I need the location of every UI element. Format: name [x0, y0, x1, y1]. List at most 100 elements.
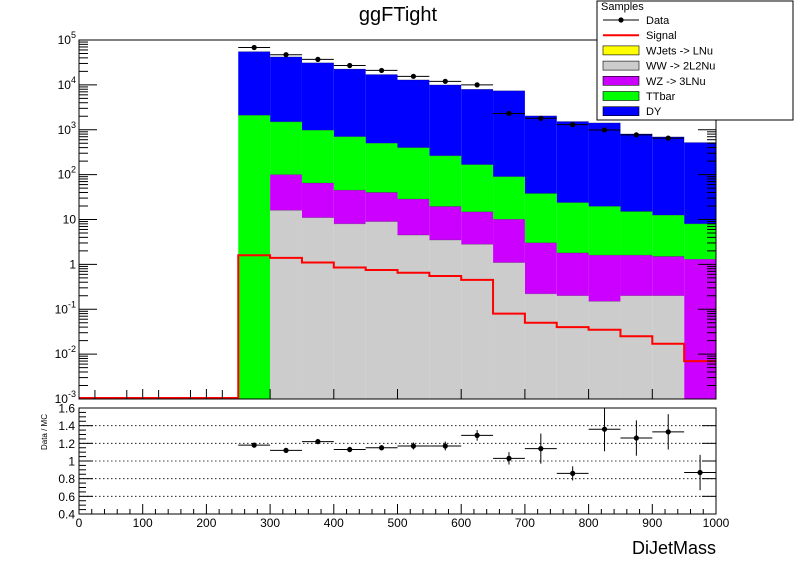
data-point-3 — [347, 62, 353, 69]
outline-wz-3lnu — [270, 174, 716, 260]
bar-wz-3lnu-2 — [301, 183, 334, 218]
y-tick-label-7: 104 — [58, 75, 76, 92]
bar-wz-3lnu-6 — [429, 206, 462, 240]
x-tick-label-3: 300 — [260, 516, 280, 530]
y-tick-label-4: 10 — [63, 213, 77, 227]
data-point-5 — [410, 73, 417, 79]
bar-ttbar-8 — [493, 176, 525, 220]
bar-ww-2l2nu-10 — [556, 295, 589, 399]
x-tick-label-4: 400 — [324, 516, 344, 530]
legend-title: Samples — [601, 1, 644, 13]
x-tick-label-6: 600 — [451, 516, 471, 530]
stack-histograms — [238, 51, 716, 400]
legend-marker-ttbar — [602, 91, 640, 101]
ratio-y-tick-label-3: 1 — [68, 455, 75, 469]
bar-ttbar-2 — [301, 130, 334, 184]
ratio-point-7 — [474, 432, 480, 438]
bar-ttbar-0 — [238, 115, 271, 400]
data-point-8 — [506, 110, 512, 117]
bar-dy-3 — [333, 69, 366, 137]
ratio-point-9 — [538, 446, 544, 452]
bar-wz-3lnu-9 — [524, 242, 557, 294]
ratio-y-tick-label-4: 1.2 — [58, 437, 75, 451]
x-tick-label-10: 1000 — [703, 516, 730, 530]
y-tick-label-2: 10-1 — [55, 299, 76, 316]
bar-ttbar-7 — [461, 164, 494, 212]
ratio-point-2 — [315, 438, 321, 445]
bar-ttbar-12 — [620, 211, 653, 256]
data-point-13 — [665, 135, 671, 141]
bar-ww-2l2nu-9 — [524, 293, 557, 399]
legend-label-wz-3lnu: WZ -> 3LNu — [646, 76, 706, 88]
ratio-y-tick-label-5: 1.4 — [58, 419, 75, 433]
bar-dy-0 — [238, 51, 271, 116]
bar-dy-12 — [620, 133, 653, 212]
y-tick-label-6: 103 — [58, 120, 76, 137]
y-tick-label-1: 10-2 — [55, 344, 76, 361]
bar-ttbar-6 — [429, 155, 462, 207]
bar-ww-2l2nu-13 — [652, 295, 685, 399]
ratio-point-13 — [665, 429, 671, 435]
data-point-7 — [474, 82, 480, 88]
ratio-points — [238, 408, 716, 491]
data-point-11 — [601, 127, 608, 133]
x-tick-label-9: 900 — [642, 516, 662, 530]
bar-ww-2l2nu-4 — [365, 221, 398, 399]
bar-wz-3lnu-13 — [652, 256, 685, 296]
ratio-point-3 — [347, 446, 353, 453]
bar-ttbar-9 — [524, 193, 557, 243]
signal-step-line — [79, 254, 716, 399]
bar-wz-3lnu-7 — [461, 211, 494, 245]
ratio-point-6 — [442, 443, 448, 449]
legend-label-signal: Signal — [646, 30, 677, 42]
outline-ww-2l2nu — [270, 210, 685, 302]
data-point-0 — [251, 44, 257, 51]
bar-dy-6 — [429, 84, 462, 156]
bar-dy-14 — [684, 142, 716, 224]
ratio-plot-frame — [79, 408, 716, 514]
chart-title: ggFTight — [359, 4, 438, 26]
bar-ww-2l2nu-8 — [493, 262, 525, 399]
outline-ttbar — [238, 114, 716, 225]
bar-ttbar-4 — [365, 143, 398, 193]
bar-ttbar-3 — [333, 136, 366, 191]
bar-dy-9 — [524, 115, 557, 194]
legend-label-dy: DY — [646, 106, 662, 118]
ratio-plot: 0.4 0.6 0.8 1 1.2 1.4 1.6 0 100 200 300 400 500 600 7… — [40, 402, 730, 559]
bar-wz-3lnu-11 — [588, 255, 621, 302]
ratio-point-14 — [697, 469, 703, 476]
legend-label-ttbar: TTbar — [646, 91, 676, 103]
legend-marker-wjets-lnu — [602, 45, 640, 56]
ratio-point-11 — [601, 426, 608, 432]
signal-histogram — [79, 254, 716, 399]
bar-wz-3lnu-4 — [365, 192, 398, 222]
legend-label-data: Data — [646, 15, 670, 27]
ratio-y-tick-label-0: 0.4 — [58, 508, 75, 522]
y-tick-label-8: 105 — [58, 30, 76, 47]
bar-wz-3lnu-12 — [620, 255, 653, 296]
bar-wz-3lnu-5 — [397, 199, 430, 236]
y-tick-label-3: 1 — [69, 257, 76, 271]
data-point-6 — [442, 78, 448, 84]
x-axis-label: DiJetMass — [632, 538, 716, 558]
data-points — [238, 44, 685, 141]
bar-ww-2l2nu-12 — [620, 295, 653, 399]
x-tick-label-0: 0 — [76, 516, 83, 530]
bar-dy-10 — [556, 121, 589, 203]
bar-dy-5 — [397, 79, 430, 148]
legend-marker-wz-3lnu — [602, 76, 640, 86]
x-tick-label-5: 500 — [387, 516, 407, 530]
data-point-10 — [570, 122, 576, 128]
bar-wz-3lnu-1 — [270, 174, 302, 211]
x-tick-label-1: 100 — [133, 516, 153, 530]
bar-wz-3lnu-8 — [493, 219, 525, 263]
ratio-point-8 — [506, 455, 512, 461]
ratio-y-tick-label-6: 1.6 — [58, 402, 75, 416]
bar-ww-2l2nu-3 — [333, 223, 366, 399]
x-tick-label-7: 700 — [515, 516, 535, 530]
legend-marker-dot-data — [618, 17, 624, 23]
ratio-y-tick-label-2: 0.8 — [58, 472, 75, 486]
bar-ttbar-13 — [652, 215, 685, 257]
ratio-point-12 — [633, 435, 639, 441]
